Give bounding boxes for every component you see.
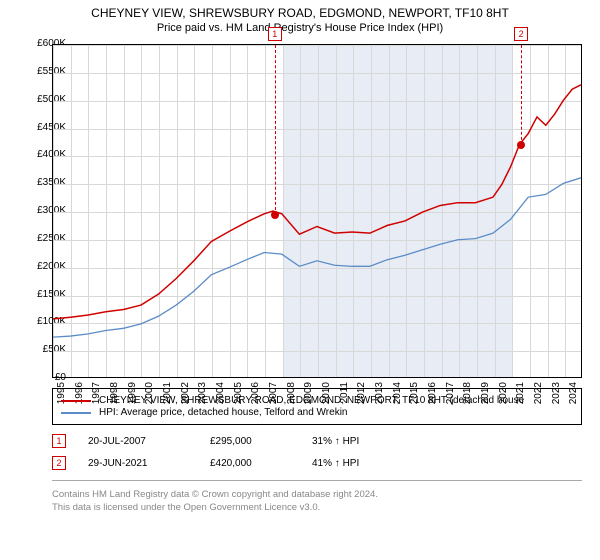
marker-badge: 1 [268,27,282,41]
legend-row: CHEYNEY VIEW, SHREWSBURY ROAD, EDGMOND, … [61,395,573,406]
legend: CHEYNEY VIEW, SHREWSBURY ROAD, EDGMOND, … [52,388,582,425]
legend-swatch [61,412,91,414]
legend-swatch [61,400,91,402]
legend-label: CHEYNEY VIEW, SHREWSBURY ROAD, EDGMOND, … [99,395,524,406]
series-svg [53,45,581,377]
table-price: £420,000 [210,458,290,469]
table-date: 20-JUL-2007 [88,436,188,447]
series-line-hpi [53,178,581,337]
title-block: CHEYNEY VIEW, SHREWSBURY ROAD, EDGMOND, … [0,0,600,36]
table-pct: 41% ↑ HPI [312,458,402,469]
plot-area: 12 [52,44,582,378]
series-line-property [53,85,581,319]
chart-title: CHEYNEY VIEW, SHREWSBURY ROAD, EDGMOND, … [0,6,600,20]
table-row: 2 29-JUN-2021 £420,000 41% ↑ HPI [52,452,582,474]
marker-dot [271,211,279,219]
footer-line-2: This data is licensed under the Open Gov… [52,501,582,514]
table-marker-badge: 1 [52,434,66,448]
chart-subtitle: Price paid vs. HM Land Registry's House … [0,22,600,34]
table-price: £295,000 [210,436,290,447]
table-pct: 31% ↑ HPI [312,436,402,447]
sale-table: 1 20-JUL-2007 £295,000 31% ↑ HPI 2 29-JUN-202… [52,430,582,481]
footer-line-1: Contains HM Land Registry data © Crown c… [52,488,582,501]
legend-row: HPI: Average price, detached house, Telf… [61,407,573,418]
chart-container: CHEYNEY VIEW, SHREWSBURY ROAD, EDGMOND, … [0,0,600,560]
marker-line [521,45,522,145]
footer-attribution: Contains HM Land Registry data © Crown c… [52,488,582,515]
table-marker-badge: 2 [52,456,66,470]
marker-line [275,45,276,215]
table-date: 29-JUN-2021 [88,458,188,469]
table-row: 1 20-JUL-2007 £295,000 31% ↑ HPI [52,430,582,452]
legend-label: HPI: Average price, detached house, Telf… [99,407,348,418]
marker-dot [517,141,525,149]
marker-badge: 2 [514,27,528,41]
